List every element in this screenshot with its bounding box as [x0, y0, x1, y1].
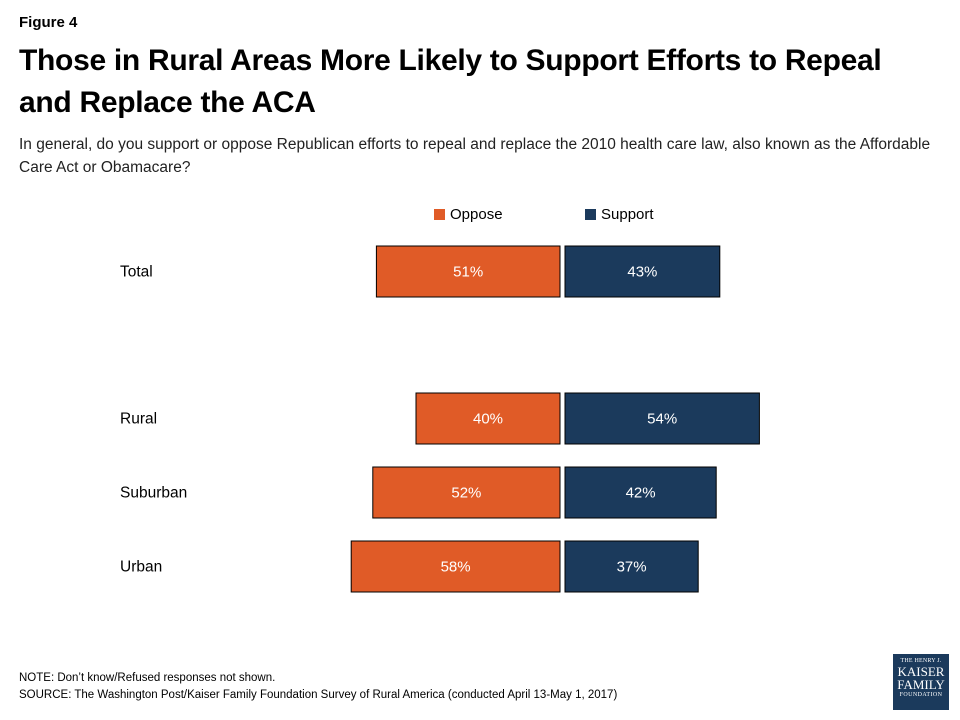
legend-item-oppose: Oppose [434, 206, 503, 223]
data-label-oppose-urban: 58% [441, 559, 471, 576]
data-label-support-rural: 54% [647, 411, 677, 428]
kff-logo: THE HENRY J. KAISER FAMILY FOUNDATION [893, 654, 949, 710]
logo-line-4: FOUNDATION [899, 692, 943, 698]
bar-support-rural [564, 392, 760, 445]
data-label-oppose-total: 51% [453, 264, 483, 281]
bar-oppose-urban [350, 540, 561, 593]
bar-support-suburban [564, 466, 717, 519]
data-label-oppose-suburban: 52% [451, 485, 481, 502]
data-label-support-total: 43% [627, 264, 657, 281]
chart-title: Those in Rural Areas More Likely to Supp… [19, 44, 882, 119]
category-label-total: Total [120, 264, 153, 281]
data-label-oppose-rural: 40% [473, 411, 503, 428]
logo-line-2: KAISER [897, 664, 945, 679]
data-label-support-urban: 37% [617, 559, 647, 576]
category-label-suburban: Suburban [120, 485, 187, 502]
footnotes: NOTE: Don’t know/Refused responses not s… [19, 670, 617, 704]
bar-support-total [564, 245, 721, 298]
source-text: SOURCE: The Washington Post/Kaiser Famil… [19, 689, 618, 701]
logo-line-1: THE HENRY J. [900, 658, 942, 664]
figure-label: Figure 4 [19, 14, 78, 31]
bar-oppose-total [375, 245, 561, 298]
note-text: NOTE: Don’t know/Refused responses not s… [19, 672, 276, 684]
legend-swatch-oppose [434, 209, 445, 220]
legend-label-support: Support [601, 206, 654, 223]
legend-label-oppose: Oppose [450, 206, 503, 223]
category-label-rural: Rural [120, 411, 157, 428]
chart-subtitle: In general, do you support or oppose Rep… [19, 136, 931, 176]
bar-oppose-suburban [372, 466, 561, 519]
bar-oppose-rural [415, 392, 561, 445]
data-label-support-suburban: 42% [626, 485, 656, 502]
bar-support-urban [564, 540, 699, 593]
legend-swatch-support [585, 209, 596, 220]
legend-item-support: Support [585, 206, 654, 223]
category-label-urban: Urban [120, 559, 162, 576]
logo-line-3: FAMILY [897, 677, 945, 692]
